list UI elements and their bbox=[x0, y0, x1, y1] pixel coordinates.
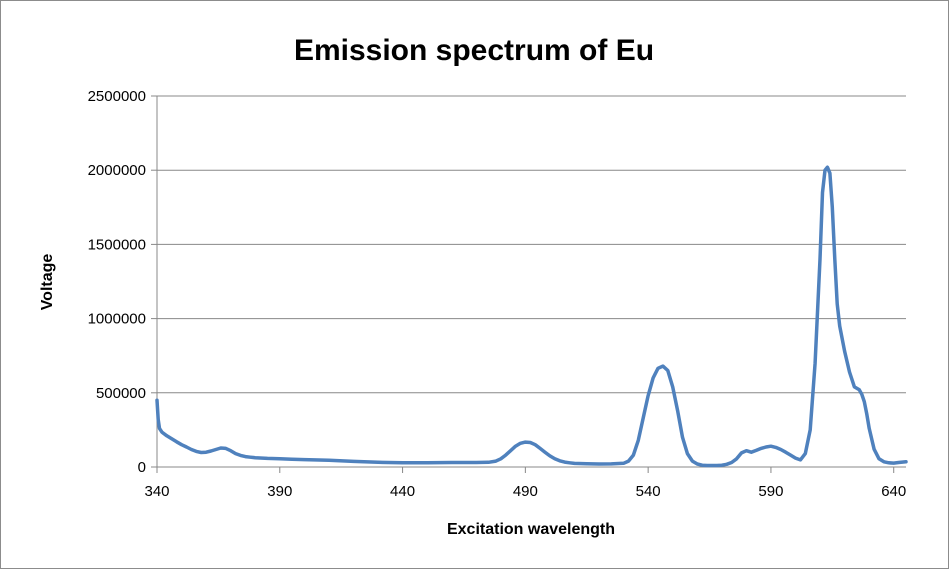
y-tick-label-5: 2500000 bbox=[88, 88, 146, 105]
axes bbox=[151, 95, 906, 473]
series bbox=[155, 165, 908, 468]
y-tick-label-3: 1500000 bbox=[88, 236, 146, 253]
x-tick-label-0: 340 bbox=[144, 483, 169, 500]
y-axis-label: Voltage bbox=[39, 254, 56, 311]
x-tick-label-3: 490 bbox=[513, 483, 538, 500]
x-tick-label-2: 440 bbox=[390, 483, 415, 500]
y-tick-label-2: 1000000 bbox=[88, 311, 146, 328]
x-tick-label-1: 390 bbox=[267, 483, 292, 500]
y-tick-label-1: 500000 bbox=[96, 385, 146, 402]
y-tick-label-4: 2000000 bbox=[88, 162, 146, 179]
x-tick-label-4: 540 bbox=[636, 483, 661, 500]
x-tick-labels: 340 390 440 490 540 590 640 bbox=[144, 483, 906, 500]
x-tick-label-6: 640 bbox=[881, 483, 906, 500]
y-tick-label-0: 0 bbox=[138, 459, 146, 476]
series-line-0 bbox=[155, 165, 908, 468]
gridlines bbox=[157, 95, 906, 394]
y-tick-labels: 0 500000 1000000 1500000 2000000 2500000 bbox=[88, 88, 146, 476]
x-axis-label: Excitation wavelength bbox=[447, 521, 615, 538]
chart-title: Emission spectrum of Eu bbox=[294, 34, 654, 67]
x-tick-label-5: 590 bbox=[758, 483, 783, 500]
